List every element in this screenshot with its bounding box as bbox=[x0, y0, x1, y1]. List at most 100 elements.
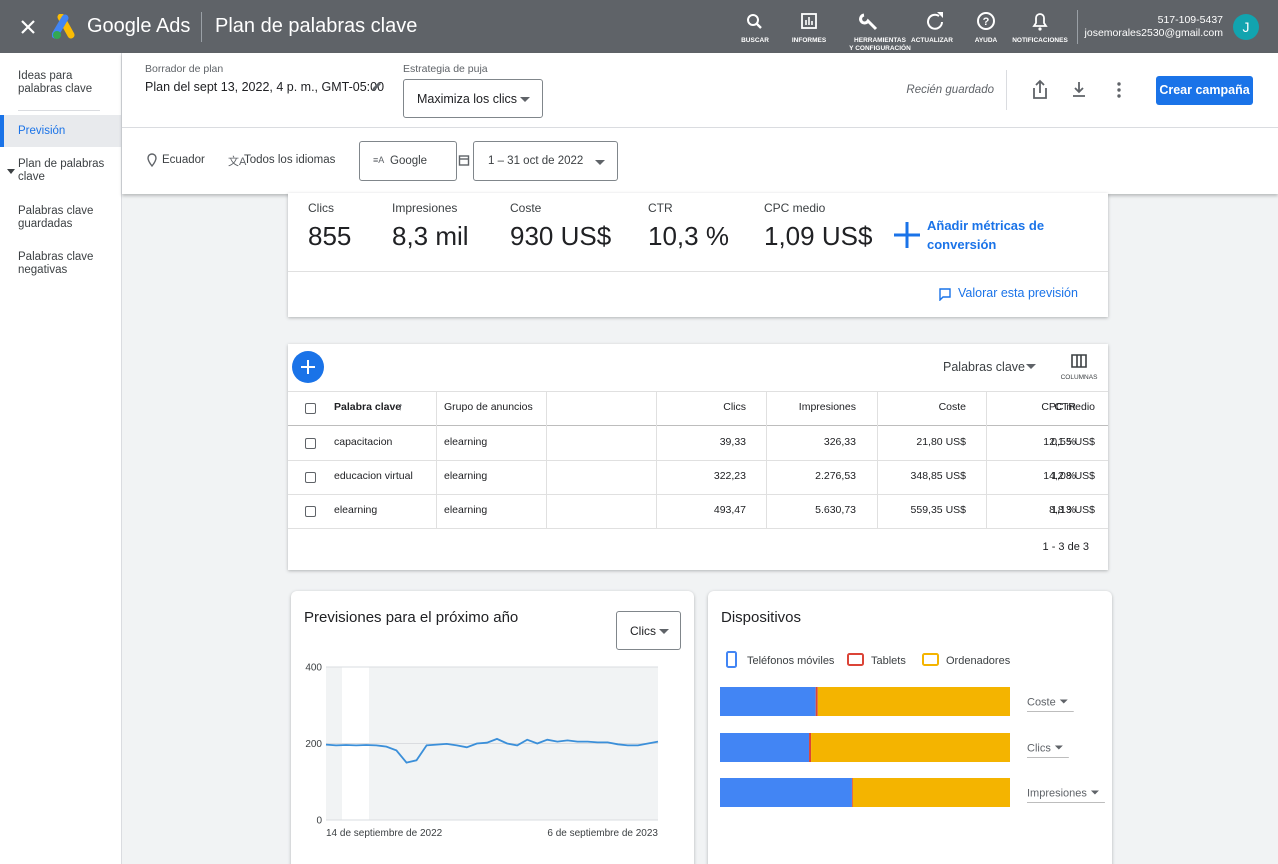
legend-swatch bbox=[727, 652, 736, 667]
expand-caret[interactable] bbox=[7, 169, 15, 174]
plan-header: Borrador de plan Plan del sept 13, 2022,… bbox=[122, 53, 1278, 194]
table-cell: 21,80 US$ bbox=[916, 436, 966, 448]
table-cell: 326,33 bbox=[824, 436, 856, 448]
column-divider bbox=[546, 391, 547, 528]
table-cell: 348,85 US$ bbox=[911, 470, 966, 482]
bar-segment bbox=[809, 733, 811, 762]
network-filter[interactable]: ≡A Google bbox=[359, 141, 457, 181]
avatar[interactable]: J bbox=[1233, 14, 1259, 40]
column-divider bbox=[656, 391, 657, 528]
table-cell: elearning bbox=[334, 504, 377, 516]
nav-item[interactable]: INFORMES bbox=[774, 37, 844, 45]
action-icons[interactable] bbox=[1030, 79, 1150, 101]
x-tick-label: 6 de septiembre de 2023 bbox=[547, 828, 658, 839]
legend-swatch bbox=[848, 654, 863, 665]
columns-icon[interactable] bbox=[1071, 354, 1087, 368]
edit-icon[interactable] bbox=[370, 81, 382, 93]
location-icon bbox=[146, 153, 158, 167]
add-icon[interactable] bbox=[892, 220, 922, 250]
bar-segment bbox=[720, 733, 809, 762]
metric-value: 8,3 mil bbox=[392, 221, 469, 252]
divider bbox=[122, 127, 1278, 128]
add-conversion-link[interactable]: Añadir métricas de conversión bbox=[927, 216, 1057, 254]
metric-value: 10,3 % bbox=[648, 221, 729, 252]
devices-card: Dispositivos Teléfonos móvilesTabletsOrd… bbox=[708, 591, 1112, 864]
bid-value: Maximiza los clics bbox=[417, 92, 517, 106]
legend-label: Tablets bbox=[871, 655, 906, 667]
divider bbox=[1006, 70, 1007, 110]
row-checkbox[interactable] bbox=[305, 506, 316, 517]
page-title: Plan de palabras clave bbox=[215, 15, 417, 38]
draft-name[interactable]: Plan del sept 13, 2022, 4 p. m., GMT-05:… bbox=[145, 80, 384, 94]
add-keyword-button[interactable] bbox=[291, 350, 325, 384]
bar-segment bbox=[818, 687, 1010, 716]
table-cell: 559,35 US$ bbox=[911, 504, 966, 516]
keyword-selector[interactable]: Palabras clave bbox=[943, 360, 1025, 374]
table-cell: 39,33 bbox=[720, 436, 746, 448]
table-cell: 0,55 US$ bbox=[1051, 436, 1095, 448]
legend-label: Teléfonos móviles bbox=[747, 655, 835, 667]
close-button[interactable] bbox=[18, 17, 38, 37]
caret bbox=[1055, 746, 1063, 750]
divider bbox=[201, 12, 202, 42]
column-header: Grupo de anuncios bbox=[444, 401, 533, 413]
bar-segment bbox=[852, 778, 853, 807]
forecast-card: Previsiones para el próximo año Clics 02… bbox=[291, 591, 694, 864]
table-cell: 5.630,73 bbox=[815, 504, 856, 516]
metric-value: 855 bbox=[308, 221, 351, 252]
nav-item[interactable]: NOTIFICACIONES bbox=[1005, 37, 1075, 45]
sidebar-item[interactable]: Palabras clave guardadas bbox=[18, 205, 106, 231]
y-tick-label: 200 bbox=[305, 739, 322, 750]
category-selector[interactable]: Clics bbox=[1027, 743, 1051, 755]
product-name: Google Ads bbox=[87, 15, 190, 38]
column-header: CPC medio bbox=[1041, 401, 1095, 413]
category-selector[interactable]: Coste bbox=[1027, 697, 1056, 709]
column-divider bbox=[986, 391, 987, 528]
table-cell: 322,23 bbox=[714, 470, 746, 482]
bar-segment bbox=[720, 687, 816, 716]
date-filter[interactable]: 1 – 31 oct de 2022 bbox=[473, 141, 618, 181]
bid-dropdown[interactable]: Maximiza los clics bbox=[403, 79, 543, 118]
devices-chart: Teléfonos móviles Tablets Ordenadores Coste… bbox=[708, 591, 1112, 864]
row-checkbox[interactable] bbox=[305, 403, 316, 414]
row-checkbox[interactable] bbox=[305, 438, 316, 449]
caret bbox=[1026, 364, 1036, 369]
metric-label: CTR bbox=[648, 201, 673, 215]
table-cell: elearning bbox=[444, 470, 487, 482]
column-header: Coste bbox=[939, 401, 966, 413]
sidebar-item[interactable]: Ideas para palabras clave bbox=[18, 70, 106, 96]
column-divider bbox=[436, 391, 437, 528]
category-selector[interactable]: Impresiones bbox=[1027, 788, 1087, 800]
metric-label: Coste bbox=[510, 201, 541, 215]
save-status: Recién guardado bbox=[906, 84, 994, 96]
table-cell: elearning bbox=[444, 504, 487, 516]
create-campaign-button[interactable]: Crear campaña bbox=[1156, 76, 1253, 105]
sidebar-item[interactable]: Previsión bbox=[18, 125, 106, 138]
caret bbox=[520, 97, 530, 102]
metric-label: CPC medio bbox=[764, 201, 825, 215]
y-tick-label: 400 bbox=[305, 663, 322, 674]
draft-label: Borrador de plan bbox=[145, 63, 223, 75]
calendar-icon bbox=[458, 154, 470, 166]
legend-label: Ordenadores bbox=[946, 655, 1011, 667]
row-divider bbox=[288, 391, 1108, 392]
metric-value: 1,09 US$ bbox=[764, 221, 872, 252]
metrics-card: Clics855Impresiones8,3 milCoste930 US$CT… bbox=[288, 193, 1108, 317]
table-cell: 2.276,53 bbox=[815, 470, 856, 482]
location-filter[interactable]: Ecuador bbox=[162, 154, 205, 166]
row-checkbox[interactable] bbox=[305, 472, 316, 483]
network-value: Google bbox=[390, 155, 427, 167]
column-divider bbox=[766, 391, 767, 528]
columns-label: COLUMNAS bbox=[1049, 374, 1109, 381]
svg-text:?: ? bbox=[983, 16, 990, 28]
metric-label: Clics bbox=[308, 201, 334, 215]
language-filter[interactable]: Todos los idiomas bbox=[244, 154, 335, 166]
forecast-chart: 020040014 de septiembre de 20226 de sept… bbox=[291, 591, 694, 864]
sidebar-item[interactable]: Palabras clave negativas bbox=[18, 251, 106, 277]
divider bbox=[18, 110, 100, 111]
sidebar-item[interactable]: Plan de palabras clave bbox=[18, 158, 106, 184]
account-email: josemorales2530@gmail.com bbox=[1085, 27, 1223, 39]
nav-icons: ? bbox=[740, 10, 1060, 34]
rate-forecast-link[interactable]: Valorar esta previsión bbox=[958, 286, 1078, 300]
